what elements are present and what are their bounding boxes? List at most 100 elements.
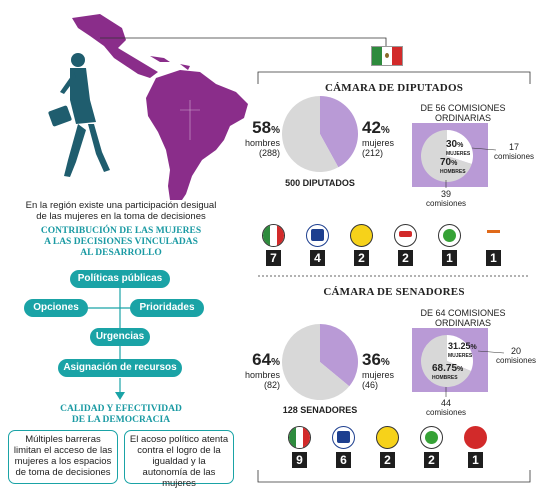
panal-logo-icon (482, 224, 505, 247)
sen-com-pie (421, 335, 473, 387)
intro-caption-line1: En la región existe una participación de… (25, 200, 217, 211)
flow-options: Opciones (24, 299, 88, 317)
pri-logo-icon (262, 224, 285, 247)
sen-women-count: (46) (362, 380, 379, 390)
sen-pt-logo-icon (464, 426, 487, 449)
dip-mc-count: 1 (442, 250, 457, 266)
quality-title: CALIDAD Y EFECTIVIDAD DE LA DEMOCRACIA (6, 404, 236, 426)
dip-com-pie-men-slice (421, 130, 472, 182)
sen-prd-count: 2 (380, 452, 395, 468)
sen-com-pie-women-slice (447, 335, 473, 371)
map-mexico-central-america (72, 14, 158, 78)
sen-com-men-pct: 68.75 (432, 363, 458, 374)
dip-women-count: (212) (362, 148, 384, 158)
sen-women-pct-sign: % (380, 357, 390, 368)
contribution-title-line2: A LAS DECISIONES VINCULADAS (44, 237, 198, 247)
dip-total: 500 DIPUTADOS (285, 178, 355, 188)
sen-com-women-label: 31.25% MUJERES (448, 342, 477, 361)
dip-men-label: 58% hombres (288) (232, 118, 280, 158)
sen-com-women-count: 20 comisiones (496, 346, 536, 366)
walking-woman-illustration (48, 53, 110, 177)
dip-com-men-word: HOMBRES (440, 169, 466, 175)
dip-com-women-pct: 30 (446, 139, 458, 150)
sen-total: 128 SENADORES (282, 405, 358, 415)
sen-mc-count: 2 (424, 452, 439, 468)
sen-men-label: 64% hombres (82) (232, 350, 280, 390)
sen-com-women-unit: comisiones (496, 356, 537, 365)
dip-com-pie (421, 130, 473, 182)
sen-com-women-pct: 31.25 (448, 341, 471, 351)
dip-women-label: 42% mujeres (212) (362, 118, 410, 158)
mexico-flag-icon (371, 46, 403, 66)
map-south-america (146, 70, 248, 200)
dip-com-women-label: 30% MUJERES (446, 140, 470, 159)
sen-men-count: (82) (263, 380, 280, 390)
dip-com-men-pct: 70 (440, 157, 452, 168)
pan-logo-icon (306, 224, 329, 247)
harassment-box: El acoso político atenta contra el logro… (124, 430, 234, 489)
sen-com-men-pct-sign: % (457, 366, 464, 373)
dip-com-men-count: 39 comisiones (426, 189, 466, 209)
dip-com-women-count: 17 comisiones (494, 142, 534, 162)
dip-com-men-label: 70% HOMBRES (440, 158, 466, 177)
sen-com-men-n: 44 (440, 398, 451, 408)
mc-logo-icon (438, 224, 461, 247)
latin-america-map (72, 14, 248, 200)
sen-pie-men-slice (282, 324, 350, 400)
dip-men-pct-sign: % (271, 125, 280, 136)
dip-panal-count: 1 (486, 250, 501, 266)
sen-mc-logo-icon (420, 426, 443, 449)
sen-com-men-word: HOMBRES (432, 375, 458, 381)
sen-men-pct-sign: % (271, 357, 280, 368)
barriers-box: Múltiples barreras limitan el acceso de … (8, 430, 118, 484)
sen-com-pie-men-slice (421, 335, 472, 387)
sen-women-word: mujeres (362, 370, 395, 380)
sen-pie (282, 324, 358, 400)
sen-prd-logo-icon (376, 426, 399, 449)
sen-men-pct: 64 (252, 350, 272, 369)
dip-pie (282, 96, 358, 172)
flow-urgencies: Urgencias (90, 328, 150, 346)
dip-pri-count: 7 (266, 250, 281, 266)
dip-pie-women-slice (320, 96, 358, 168)
contribution-title: CONTRIBUCIÓN DE LAS MUJERES A LAS DECISI… (6, 226, 236, 259)
sen-women-label: 36% mujeres (46) (362, 350, 410, 390)
dip-com-men-n: 39 (440, 189, 451, 199)
sen-pan-count: 6 (336, 452, 351, 468)
dip-com-women-n: 17 (508, 142, 519, 152)
sen-com-title-line1: DE 64 COMISIONES (420, 308, 506, 318)
dip-com-title: DE 56 COMISIONES ORDINARIAS (410, 103, 516, 123)
dip-title: CÁMARA DE DIPUTADOS (324, 82, 464, 94)
dip-com-men-unit: comisiones (426, 199, 467, 208)
sen-com-men-unit: comisiones (426, 408, 467, 417)
dip-prd-count: 2 (354, 250, 369, 266)
pvem-logo-icon (394, 224, 417, 247)
dip-com-title-line1: DE 56 COMISIONES (420, 103, 506, 113)
sen-com-title-line2: ORDINARIAS (434, 318, 491, 328)
dip-com-women-word: MUJERES (446, 151, 471, 157)
sen-com-men-label: 68.75% HOMBRES (432, 364, 463, 383)
dip-women-pct: 42 (362, 118, 381, 137)
sen-pri-count: 9 (292, 452, 307, 468)
sen-pt-count: 1 (468, 452, 483, 468)
contribution-title-line3: AL DESARROLLO (80, 248, 162, 258)
dip-men-pct: 58 (252, 118, 272, 137)
sen-com-men-count: 44 comisiones (426, 398, 466, 418)
dip-women-pct-sign: % (380, 125, 390, 136)
dip-pan-count: 4 (310, 250, 325, 266)
dip-women-word: mujeres (362, 138, 395, 148)
flow-policies: Políticas públicas (70, 270, 170, 288)
dip-pvem-count: 2 (398, 250, 413, 266)
sen-women-pct: 36 (362, 350, 381, 369)
dip-men-count: (288) (258, 148, 280, 158)
sen-pri-logo-icon (288, 426, 311, 449)
dip-com-men-pct-sign: % (451, 160, 458, 167)
sen-com-women-pct-sign: % (470, 344, 477, 351)
dip-com-women-unit: comisiones (494, 152, 535, 161)
map-caribbean (150, 56, 190, 70)
dip-men-word: hombres (244, 138, 280, 148)
contribution-title-line1: CONTRIBUCIÓN DE LAS MUJERES (40, 226, 202, 236)
quality-title-line1: CALIDAD Y EFECTIVIDAD (60, 404, 182, 414)
dip-com-leaders (445, 147, 497, 188)
